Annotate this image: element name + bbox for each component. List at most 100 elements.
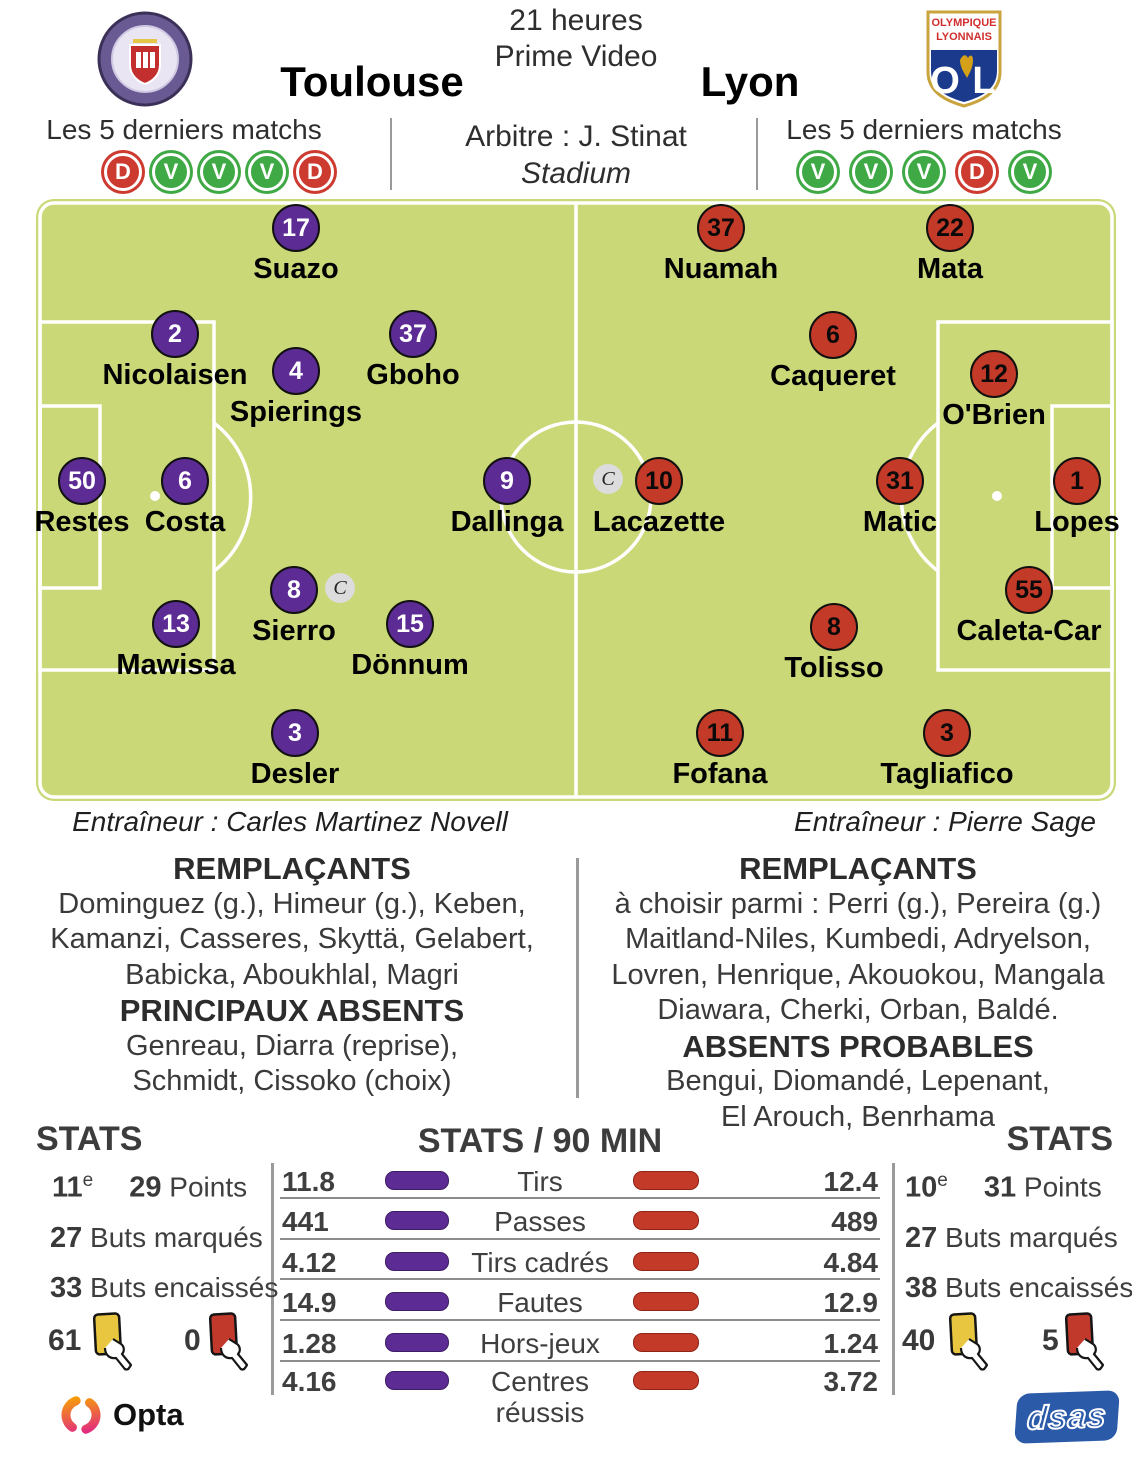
player: 9 Dallinga — [451, 457, 563, 538]
home-substitutes-block: REMPLAÇANTS Dominguez (g.), Himeur (g.), … — [18, 851, 566, 1100]
player-number: 31 — [876, 457, 924, 505]
player-name: Sierro — [252, 615, 336, 647]
squads-divider — [576, 858, 579, 1098]
stats-row-separator — [280, 1360, 880, 1362]
stats-row: 441 Passes 489 — [280, 1206, 880, 1246]
toulouse-crest-logo — [97, 11, 193, 107]
player: 50 Restes — [34, 457, 130, 538]
svg-text:O: O — [930, 60, 960, 102]
stats-row: 11.8 Tirs 12.4 — [280, 1166, 880, 1206]
form-letter: V — [259, 159, 275, 184]
player-name: Nicolaisen — [102, 359, 248, 391]
player-name: Nuamah — [663, 253, 779, 285]
player-name: O'Brien — [942, 399, 1046, 431]
form-letter: D — [307, 159, 323, 184]
stats-row-separator — [280, 1197, 880, 1199]
away-team-name: Lyon — [700, 58, 800, 105]
away-rank-points: 10e 31 Points — [905, 1170, 1102, 1204]
home-goals-scored: 27 Buts marqués — [50, 1222, 263, 1254]
form-win-badge: V — [1008, 150, 1052, 194]
player: 10 Lacazette C — [593, 457, 725, 538]
form-letter: V — [810, 159, 826, 184]
stats-row: 4.12 Tirs cadrés 4.84 — [280, 1247, 880, 1287]
away-stat-value: 12.9 — [823, 1287, 879, 1318]
home-stat-pill — [385, 1371, 449, 1390]
center-stats-title: STATS / 90 MIN — [417, 1122, 663, 1160]
stat-label: Tirs cadrés — [471, 1247, 609, 1278]
stats-row-separator — [280, 1278, 880, 1280]
home-yellow-cards-count: 61 — [48, 1324, 82, 1357]
svg-text:OLYMPIQUE: OLYMPIQUE — [932, 17, 997, 29]
stats-row-separator — [280, 1319, 880, 1321]
player: 22 Mata — [917, 204, 983, 285]
away-stats-title: STATS — [1006, 1120, 1113, 1158]
referee-line: Arbitre : J. Stinat — [465, 120, 687, 153]
home-red-cards-count: 0 — [184, 1324, 201, 1357]
form-letter: V — [863, 159, 879, 184]
player-number: 9 — [483, 457, 531, 505]
away-form-label: Les 5 derniers matchs — [786, 114, 1062, 145]
player-name: Mawissa — [116, 649, 236, 681]
absents-line: El Arouch, Benrhama — [720, 1100, 996, 1133]
player-name: Gboho — [366, 359, 460, 391]
player-name: Spierings — [229, 396, 363, 428]
player-name: Costa — [144, 506, 226, 538]
player-number: 3 — [271, 709, 319, 757]
player-name: Mata — [916, 253, 984, 285]
stats-row: 1.28 Hors-jeux 1.24 — [280, 1328, 880, 1368]
form-letter: D — [969, 159, 985, 184]
player: 37 Gboho — [366, 310, 460, 391]
home-stat-value: 1.28 — [282, 1328, 337, 1359]
player-number: 6 — [809, 311, 857, 359]
opta-logo: Opta — [58, 1392, 184, 1438]
player-number: 15 — [386, 600, 434, 648]
form-letter: V — [211, 159, 227, 184]
player-number: 12 — [970, 350, 1018, 398]
away-stat-pill — [633, 1211, 699, 1230]
player-name: Suazo — [253, 253, 339, 285]
form-loss-badge: D — [955, 150, 999, 194]
away-yellow-cards-count: 40 — [902, 1324, 936, 1357]
player: 8 Sierro C — [252, 566, 355, 647]
home-stat-value: 441 — [282, 1206, 329, 1237]
home-stat-value: 4.12 — [282, 1247, 337, 1278]
player-number: 37 — [697, 204, 745, 252]
home-points: 29 — [129, 1171, 162, 1204]
per-90-stats-table: 11.8 Tirs 12.4 441 Passes 489 4.12 Tirs cadrés 4… — [280, 1160, 880, 1459]
broadcast-channel: Prime Video — [494, 40, 658, 73]
home-coach: Entraîneur : Carles Martinez Novell — [72, 806, 508, 837]
player-number: 13 — [152, 600, 200, 648]
player-number: 8 — [810, 603, 858, 651]
form-win-badge: V — [245, 150, 289, 194]
form-win-badge: V — [849, 150, 893, 194]
player: 8 Tolisso — [784, 603, 884, 684]
player-name: Matic — [862, 506, 938, 538]
home-stats-title: STATS — [36, 1120, 143, 1158]
stat-label: Fautes — [497, 1287, 583, 1318]
stat-label: Centres réussis — [490, 1366, 590, 1428]
substitutes-line: Diawara, Cherki, Orban, Baldé. — [657, 994, 1059, 1026]
kickoff-time: 21 heures — [509, 4, 643, 37]
substitutes-title: REMPLAÇANTS — [173, 851, 411, 886]
away-red-cards-count: 5 — [1042, 1324, 1059, 1357]
svg-text:LYONNAIS: LYONNAIS — [936, 31, 992, 43]
absents-line: Schmidt, Cissoko (choix) — [132, 1065, 452, 1097]
dsas-logo: dsas — [1014, 1390, 1120, 1444]
player: 6 Caqueret — [770, 311, 896, 392]
form-loss-badge: D — [101, 150, 145, 194]
player: 2 Nicolaisen — [102, 310, 248, 391]
player-name: Lacazette — [592, 506, 726, 538]
lyon-crest-logo: OLYMPIQUE LYONNAIS O L — [926, 10, 1002, 108]
player-name: Desler — [250, 758, 340, 790]
stats-row-separator — [280, 1238, 880, 1240]
player: 4 Spierings — [230, 347, 362, 428]
away-substitutes-block: REMPLAÇANTS à choisir parmi : Perri (g.),… — [584, 851, 1132, 1135]
player: 12 O'Brien — [942, 350, 1046, 431]
player-name: Caqueret — [770, 360, 896, 392]
away-stat-value: 12.4 — [823, 1166, 879, 1197]
player-number: 8 — [270, 566, 318, 614]
home-stat-pill — [385, 1211, 449, 1230]
home-stat-value: 14.9 — [282, 1287, 337, 1318]
